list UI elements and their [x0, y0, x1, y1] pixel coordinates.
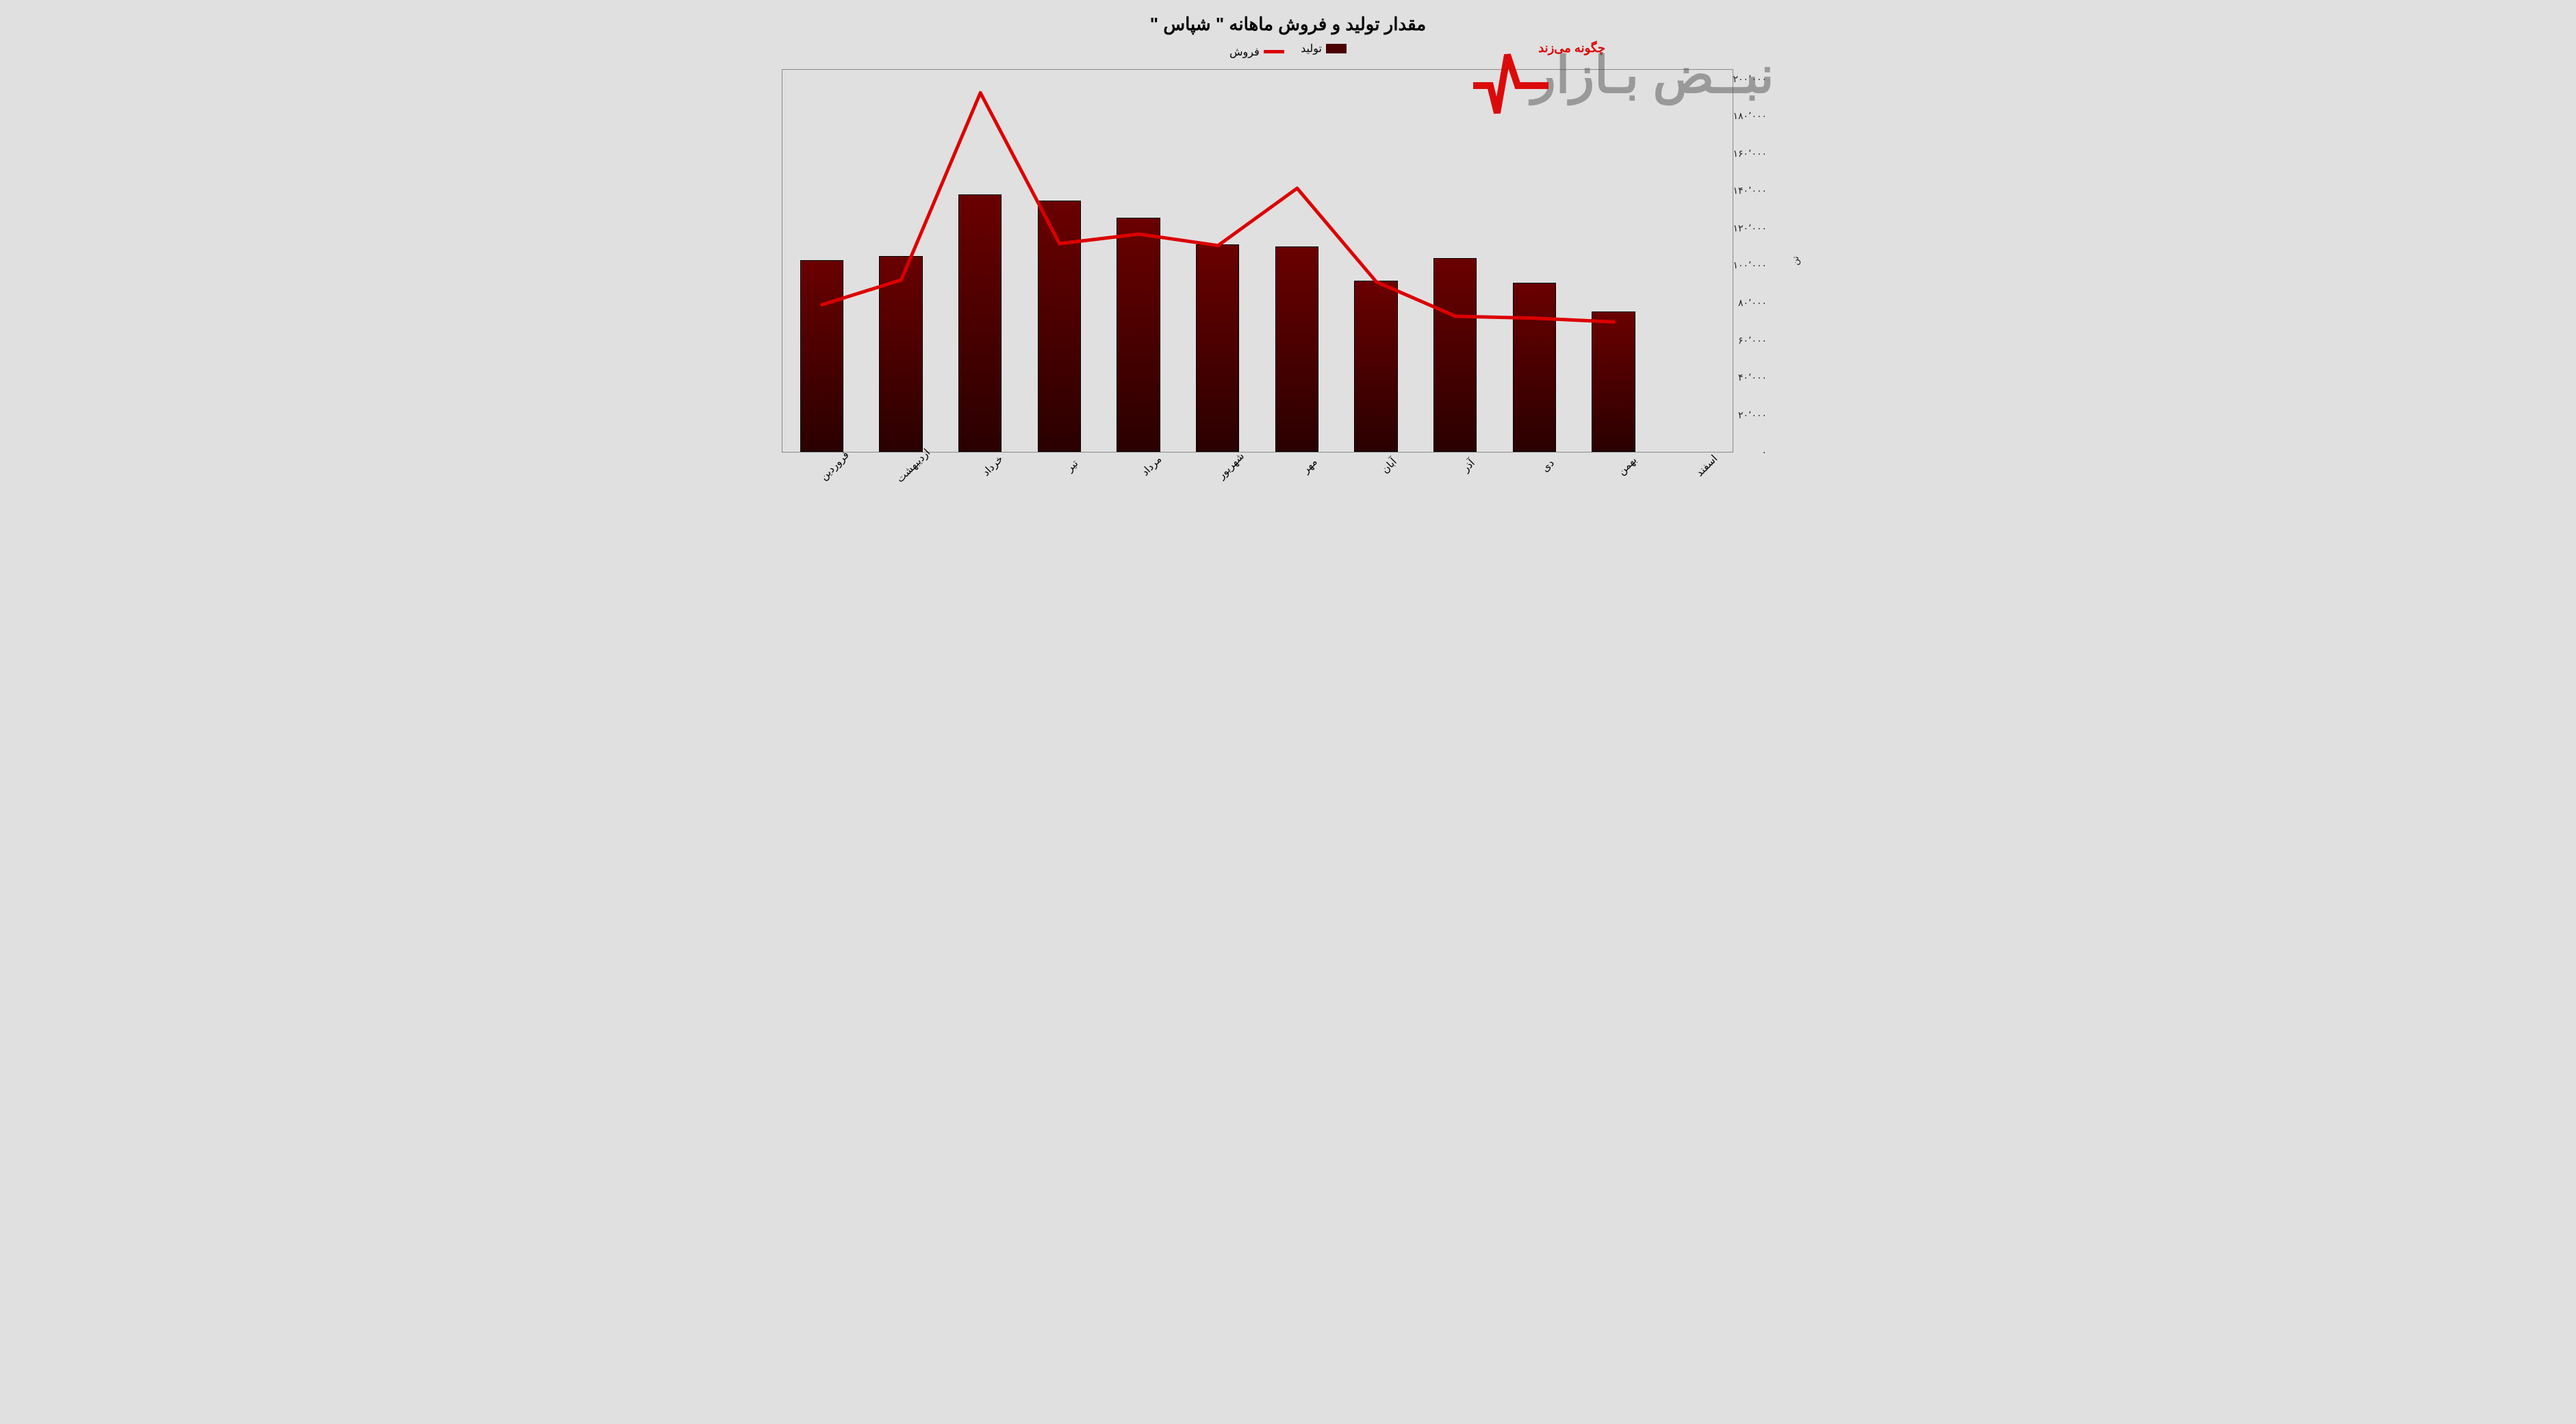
y-ticks: ۰۲۰٬۰۰۰۴۰٬۰۰۰۶۰٬۰۰۰۸۰٬۰۰۰۱۰۰٬۰۰۰۱۲۰٬۰۰۰۱…: [1733, 69, 1768, 453]
y-tick-label: ۱۰۰٬۰۰۰: [1733, 260, 1768, 270]
y-tick-label: ۱۶۰٬۰۰۰: [1733, 149, 1768, 158]
y-tick-label: ۰: [1733, 447, 1768, 457]
plot-area: [782, 69, 1733, 453]
y-tick-label: ۸۰٬۰۰۰: [1733, 298, 1768, 307]
legend-bar-swatch: [1326, 44, 1347, 53]
y-axis: ۰۲۰٬۰۰۰۴۰٬۰۰۰۶۰٬۰۰۰۸۰٬۰۰۰۱۰۰٬۰۰۰۱۲۰٬۰۰۰۱…: [1733, 69, 1795, 453]
bar: [1513, 283, 1557, 451]
y-tick-label: ۱۴۰٬۰۰۰: [1733, 186, 1768, 195]
legend-line-label: فروش: [1229, 45, 1260, 59]
bar: [879, 256, 923, 452]
y-tick-label: ۶۰٬۰۰۰: [1733, 335, 1768, 345]
watermark-logo: چگونه می‌زند نبــض بـازار: [1531, 41, 1774, 101]
chart-container: چگونه می‌زند نبــض بـازار مقدار تولید و …: [782, 14, 1795, 477]
bar: [1196, 244, 1240, 451]
watermark-text-gray: نبــض بـازار: [1531, 47, 1774, 103]
legend-line-swatch: [1264, 50, 1284, 53]
line-series-svg: [782, 70, 1733, 452]
bar: [1354, 281, 1398, 451]
watermark-main: نبــض بـازار: [1531, 50, 1774, 101]
bar: [1275, 246, 1319, 452]
y-tick-label: ۱۸۰٬۰۰۰: [1733, 111, 1768, 120]
bar: [1038, 201, 1082, 452]
bar: [800, 260, 844, 452]
legend-item-bars: تولید: [1301, 42, 1347, 55]
bar: [1117, 218, 1160, 452]
chart-title: مقدار تولید و فروش ماهانه " شپاس ": [782, 14, 1795, 35]
y-tick-label: ۴۰٬۰۰۰: [1733, 372, 1768, 382]
y-tick-label: ۲۰٬۰۰۰: [1733, 410, 1768, 420]
x-axis: فروردیناردیبهشتخردادتیرمردادشهریورمهرآبا…: [782, 453, 1733, 477]
bar: [958, 194, 1002, 451]
bar: [1592, 312, 1635, 451]
y-tick-label: ۱۲۰٬۰۰۰: [1733, 223, 1768, 233]
y-axis-label: تن: [1790, 256, 1801, 266]
legend-bar-label: تولید: [1301, 42, 1322, 55]
legend-item-line: فروش: [1229, 45, 1284, 59]
pulse-icon: [1470, 48, 1552, 123]
bar: [1433, 258, 1477, 452]
plot-wrapper: ۰۲۰٬۰۰۰۴۰٬۰۰۰۶۰٬۰۰۰۸۰٬۰۰۰۱۰۰٬۰۰۰۱۲۰٬۰۰۰۱…: [782, 69, 1795, 453]
